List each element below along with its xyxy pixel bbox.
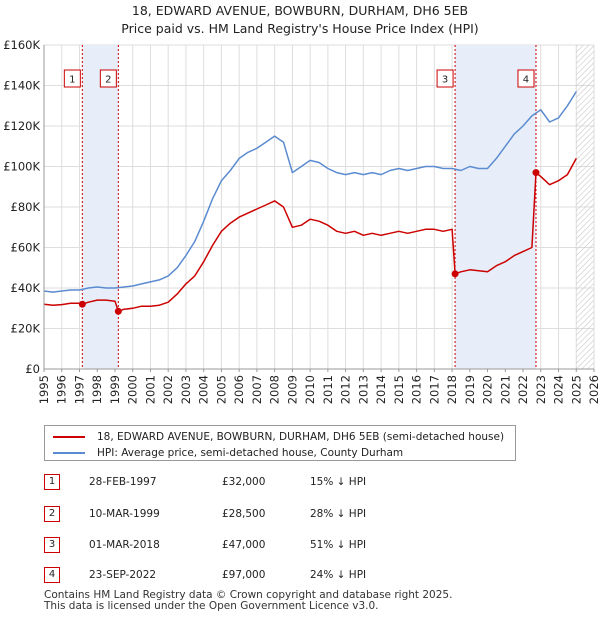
- transaction-price: £32,000: [222, 476, 266, 488]
- y-tick-label: £60K: [11, 241, 41, 255]
- marker-box: [99, 69, 117, 88]
- marker-label-box: 3: [436, 69, 454, 88]
- y-tick-label: £120K: [3, 119, 40, 133]
- transaction-date: 01-MAR-2018: [89, 539, 160, 551]
- transaction-number: 3: [44, 537, 60, 553]
- legend-label-hpi: HPI: Average price, semi-detached house,…: [97, 447, 404, 459]
- transaction-number: 1: [44, 474, 60, 490]
- x-tick-label: 2008: [268, 375, 282, 404]
- marker-number: 1: [69, 75, 75, 86]
- transaction-row: 1 28-FEB-1997 £32,000 15% ↓ HPI: [44, 474, 464, 492]
- forecast-hatch: [576, 45, 594, 369]
- x-tick-label: 1997: [72, 375, 86, 404]
- y-tick-label: £40K: [11, 281, 41, 295]
- chart-title: 18, EDWARD AVENUE, BOWBURN, DURHAM, DH6 …: [0, 2, 600, 38]
- x-tick-label: 2018: [445, 375, 459, 404]
- property-series-line: [43, 158, 577, 313]
- transaction-date: 23-SEP-2022: [89, 569, 157, 581]
- x-tick-label: 2020: [481, 375, 495, 404]
- legend-item-property: 18, EDWARD AVENUE, BOWBURN, DURHAM, DH6 …: [53, 429, 504, 445]
- x-tick-label: 2004: [197, 375, 211, 404]
- marker-label-box: 2: [99, 69, 117, 88]
- x-tick-label: 2001: [143, 375, 157, 404]
- transaction-hpi-diff: 24% ↓ HPI: [310, 569, 367, 581]
- x-tick-label: 2009: [285, 375, 299, 404]
- marker-label-box: 1: [63, 69, 81, 88]
- x-tick-label: 1996: [55, 375, 69, 404]
- x-tick-label: 2007: [250, 375, 264, 404]
- transaction-row: 2 10-MAR-1999 £28,500 28% ↓ HPI: [44, 506, 464, 524]
- sale-point: [78, 300, 86, 308]
- x-tick-label: 2026: [587, 375, 600, 404]
- x-tick-label: 1999: [108, 375, 122, 404]
- sale-point: [451, 270, 459, 278]
- marker-number: 4: [523, 75, 529, 86]
- transaction-row: 4 23-SEP-2022 £97,000 24% ↓ HPI: [44, 567, 464, 585]
- transaction-number: 4: [44, 567, 60, 583]
- x-tick-label: 2021: [498, 375, 512, 404]
- transaction-price: £28,500: [222, 508, 266, 520]
- footer: Contains HM Land Registry data © Crown c…: [44, 590, 452, 612]
- price-chart: 1 2 3 4 £0 £20K £40K £60K £80K £100K £120K £140K £1…: [3, 38, 600, 404]
- x-tick-label: 2012: [339, 375, 353, 404]
- x-tick-label: 2023: [534, 375, 548, 404]
- marker-box: [517, 69, 535, 88]
- transaction-hpi-diff: 15% ↓ HPI: [310, 476, 367, 488]
- y-tick-label: £140K: [3, 79, 40, 93]
- marker-label-box: 4: [517, 69, 535, 88]
- transaction-row: 3 01-MAR-2018 £47,000 51% ↓ HPI: [44, 537, 464, 555]
- legend-label-property: 18, EDWARD AVENUE, BOWBURN, DURHAM, DH6 …: [97, 431, 505, 443]
- marker-box: [436, 69, 454, 88]
- x-tick-label: 1998: [90, 375, 104, 404]
- transaction-number: 2: [44, 506, 60, 522]
- x-tick-label: 2006: [232, 375, 246, 404]
- x-tick-label: 2013: [356, 375, 370, 404]
- x-tick-label: 2022: [516, 375, 530, 404]
- chart-title-line: 18, EDWARD AVENUE, BOWBURN, DURHAM, DH6 …: [131, 3, 469, 18]
- marker-number: 3: [442, 75, 448, 86]
- x-tick-label: 2025: [569, 375, 583, 404]
- x-tick-label: 2000: [126, 375, 140, 404]
- marker-box: [63, 69, 81, 88]
- x-tick-label: 2010: [303, 375, 317, 404]
- y-tick-label: £20K: [11, 322, 41, 336]
- x-tick-label: 2003: [179, 375, 193, 404]
- x-tick-label: 2011: [321, 375, 335, 404]
- sale-point: [532, 169, 540, 177]
- y-tick-label: £100K: [3, 160, 40, 174]
- shaded-period: [455, 45, 536, 369]
- x-tick-label: 2005: [214, 375, 228, 404]
- transaction-date: 10-MAR-1999: [89, 508, 160, 520]
- chart-subtitle: Price paid vs. HM Land Registry's House …: [121, 21, 479, 36]
- legend-swatch-hpi: [53, 452, 85, 454]
- marker-number: 2: [105, 75, 111, 86]
- legend: 18, EDWARD AVENUE, BOWBURN, DURHAM, DH6 …: [44, 425, 516, 461]
- hpi-series-line: [43, 91, 577, 293]
- y-tick-label: £80K: [11, 200, 41, 214]
- x-tick-label: 2024: [552, 375, 566, 404]
- x-tick-label: 2019: [463, 375, 477, 404]
- transaction-date: 28-FEB-1997: [89, 476, 157, 488]
- x-tick-label: 2017: [427, 375, 441, 404]
- legend-swatch-property: [53, 436, 85, 438]
- x-tick-label: 1995: [37, 375, 51, 404]
- y-tick-label: £160K: [3, 38, 40, 52]
- transaction-hpi-diff: 51% ↓ HPI: [310, 539, 367, 551]
- x-tick-label: 2002: [161, 375, 175, 404]
- transaction-hpi-diff: 28% ↓ HPI: [310, 508, 367, 520]
- sale-point: [114, 307, 122, 315]
- legend-item-hpi: HPI: Average price, semi-detached house,…: [53, 445, 403, 461]
- shaded-period: [82, 45, 119, 369]
- x-tick-label: 2014: [374, 375, 388, 404]
- footer-copyright: Contains HM Land Registry data © Crown c…: [44, 589, 453, 601]
- footer-license: This data is licensed under the Open Gov…: [44, 600, 379, 612]
- transaction-price: £47,000: [222, 539, 266, 551]
- x-tick-label: 2015: [392, 375, 406, 404]
- transaction-price: £97,000: [222, 569, 266, 581]
- y-tick-label: £0: [25, 362, 40, 376]
- x-tick-label: 2016: [410, 375, 424, 404]
